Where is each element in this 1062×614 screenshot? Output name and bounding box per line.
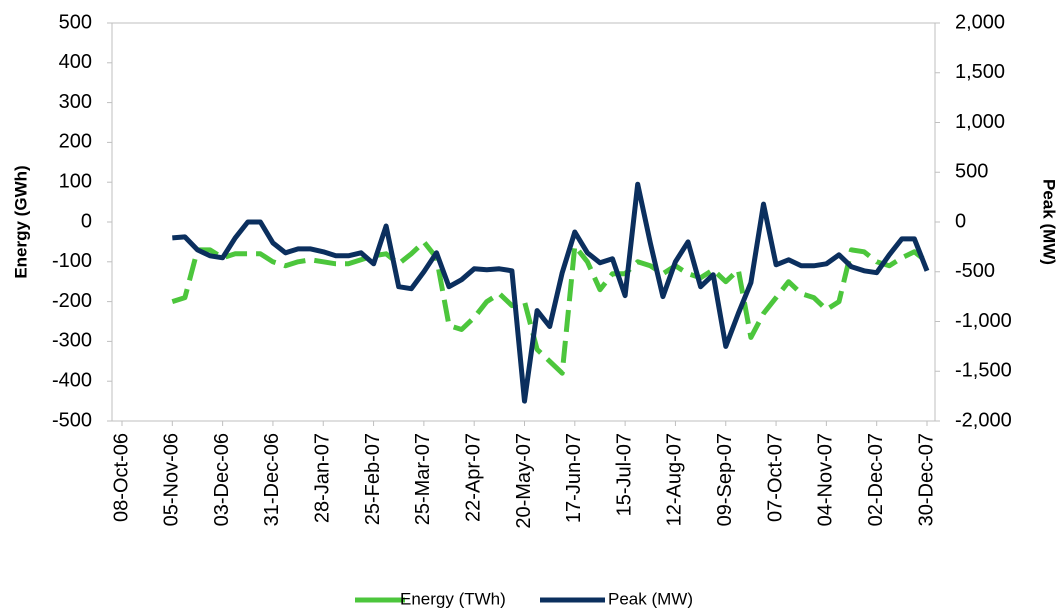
y-tick-label: 100 xyxy=(59,170,92,192)
y-tick-label: 0 xyxy=(81,210,92,232)
legend-label: Peak (MW) xyxy=(608,589,693,608)
x-tick-label: 25-Feb-07 xyxy=(362,433,384,525)
y-axis-title: Energy (GWh) xyxy=(11,165,30,278)
y2-tick-label: 1,000 xyxy=(955,111,1005,133)
series-line xyxy=(172,181,930,404)
x-tick-label: 28-Jan-07 xyxy=(312,433,334,523)
x-tick-label: 25-Mar-07 xyxy=(412,433,434,525)
x-tick-label: 15-Jul-07 xyxy=(613,433,635,516)
legend-label: Energy (TWh) xyxy=(400,589,506,608)
y2-tick-label: -1,500 xyxy=(955,360,1012,382)
y2-tick-label: 2,000 xyxy=(955,11,1005,33)
y2-tick-label: 1,500 xyxy=(955,61,1005,83)
y-tick-label: 200 xyxy=(59,131,92,153)
x-tick-label: 17-Jun-07 xyxy=(563,433,585,523)
x-tick-label: 08-Oct-06 xyxy=(110,433,132,522)
x-tick-label: 31-Dec-06 xyxy=(261,433,283,526)
x-tick-label: 20-May-07 xyxy=(513,433,535,529)
y-tick-label: 300 xyxy=(59,91,92,113)
x-tick-label: 07-Oct-07 xyxy=(764,433,786,522)
plot-area xyxy=(111,22,936,422)
y2-tick-label: 500 xyxy=(955,161,988,183)
y-tick-label: -200 xyxy=(52,290,92,312)
y2-tick-label: -1,000 xyxy=(955,310,1012,332)
x-tick-label: 04-Nov-07 xyxy=(815,433,837,526)
y-tick-label: 500 xyxy=(59,11,92,33)
y2-tick-label: 0 xyxy=(955,210,966,232)
x-tick-label: 09-Sep-07 xyxy=(714,433,736,526)
x-tick-label: 02-Dec-07 xyxy=(865,433,887,526)
series-line xyxy=(171,239,929,376)
y-tick-label: -500 xyxy=(52,409,92,431)
y-tick-label: -400 xyxy=(52,369,92,391)
x-tick-label: 03-Dec-06 xyxy=(211,433,233,526)
y-tick-label: 400 xyxy=(59,51,92,73)
x-tick-label: 12-Aug-07 xyxy=(664,433,686,526)
x-tick-label: 22-Apr-07 xyxy=(462,433,484,522)
y2-tick-label: -2,000 xyxy=(955,409,1012,431)
y-tick-label: -300 xyxy=(52,330,92,352)
y2-tick-label: -500 xyxy=(955,260,995,282)
x-tick-label: 30-Dec-07 xyxy=(915,433,937,526)
y2-axis-title: Peak (MW) xyxy=(1040,179,1059,265)
x-tick-label: 05-Nov-06 xyxy=(161,433,183,526)
y-tick-label: -100 xyxy=(52,250,92,272)
